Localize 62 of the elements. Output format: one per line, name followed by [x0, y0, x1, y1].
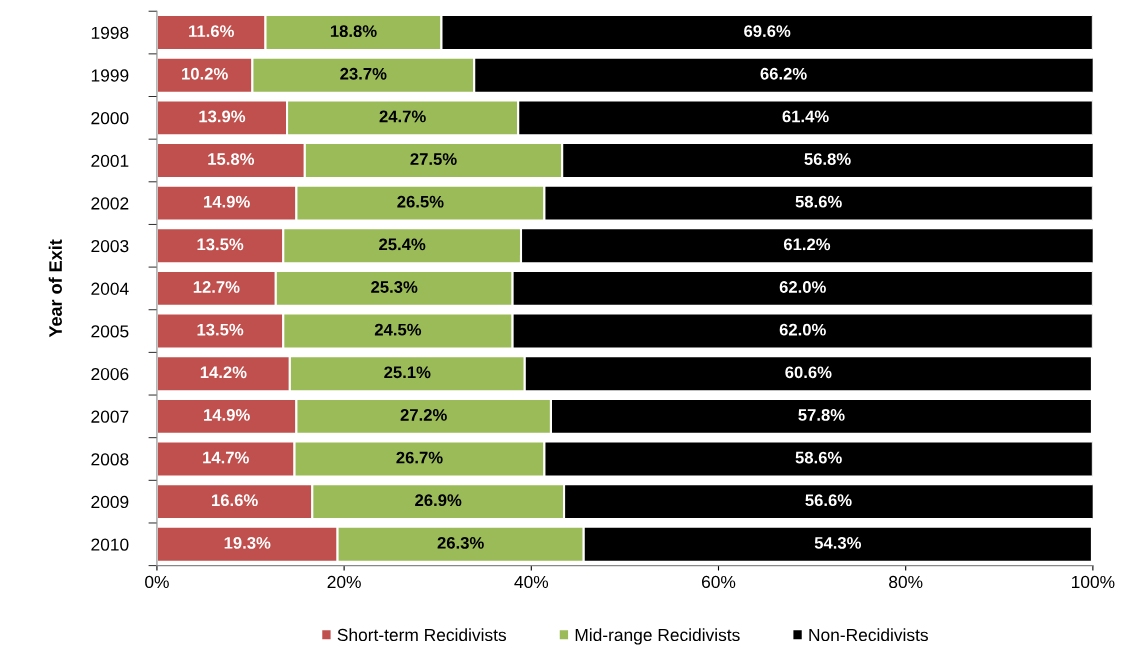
data-label: 26.5% — [397, 195, 444, 208]
data-label: 57.8% — [798, 409, 845, 421]
y-tick-label: 1998 — [91, 26, 129, 39]
data-label: 27.2% — [400, 409, 447, 421]
data-label: 14.7% — [203, 451, 249, 464]
data-label: 13.5% — [197, 238, 244, 251]
legend-label: Short-term Recidivists — [337, 628, 507, 642]
y-tick-label: 2009 — [91, 495, 129, 509]
data-label: 24.7% — [379, 110, 426, 123]
y-tick-label: 2006 — [91, 367, 129, 381]
x-tick-label: 80% — [889, 575, 923, 589]
data-label: 14.2% — [200, 366, 247, 379]
data-label: 62.0% — [779, 281, 826, 293]
data-label: 62.0% — [779, 323, 826, 336]
data-label: 26.7% — [396, 451, 443, 464]
data-label: 66.2% — [760, 67, 807, 80]
y-tick-label: 2003 — [91, 239, 129, 253]
data-label: 16.6% — [212, 494, 258, 507]
data-label: 11.6% — [189, 25, 234, 38]
data-label: 10.2% — [182, 67, 228, 80]
data-label: 19.3% — [224, 536, 271, 549]
data-label: 54.3% — [814, 536, 862, 549]
x-tick-label: 100% — [1072, 575, 1115, 589]
data-label: 24.5% — [374, 323, 422, 336]
y-tick-label: 1999 — [91, 69, 129, 82]
data-label: 14.9% — [204, 409, 250, 421]
legend-label: Mid-range Recidivists — [575, 628, 740, 645]
data-label: 61.2% — [783, 238, 831, 251]
data-label: 56.6% — [805, 494, 852, 507]
data-label: 23.7% — [340, 67, 387, 80]
data-label: 58.6% — [795, 451, 842, 464]
data-label: 26.3% — [437, 536, 484, 549]
x-tick-label: 0% — [145, 575, 169, 589]
data-label: 15.8% — [208, 153, 255, 165]
data-label: 12.7% — [193, 281, 240, 293]
y-tick-label: 2007 — [91, 410, 129, 423]
data-label: 13.9% — [199, 110, 246, 123]
data-label: 27.5% — [410, 153, 457, 165]
y-tick-label: 2001 — [91, 154, 129, 167]
data-label: 56.8% — [804, 153, 851, 165]
x-tick-label: 20% — [327, 575, 361, 589]
y-tick-label: 2010 — [91, 538, 129, 551]
data-label: 25.3% — [371, 281, 418, 293]
data-label: 69.6% — [744, 25, 791, 38]
y-axis-title: Year of Exit — [48, 239, 62, 338]
data-label: 26.9% — [415, 494, 462, 507]
data-label: 58.6% — [795, 195, 842, 208]
data-label: 60.6% — [785, 366, 832, 379]
data-label: 25.1% — [384, 366, 431, 379]
legend-label: Non-Recidivists — [809, 628, 928, 642]
x-tick-label: 40% — [514, 575, 549, 589]
y-tick-label: 2005 — [91, 325, 129, 338]
y-tick-label: 2002 — [91, 197, 129, 210]
x-tick-label: 60% — [702, 575, 736, 589]
data-label: 13.5% — [197, 323, 244, 336]
data-label: 14.9% — [204, 195, 250, 208]
data-label: 61.4% — [782, 110, 829, 123]
data-label: 25.4% — [379, 238, 426, 251]
y-tick-label: 2008 — [91, 453, 129, 466]
data-label: 18.8% — [330, 25, 377, 38]
y-tick-label: 2000 — [91, 112, 129, 125]
y-tick-label: 2004 — [91, 282, 129, 295]
